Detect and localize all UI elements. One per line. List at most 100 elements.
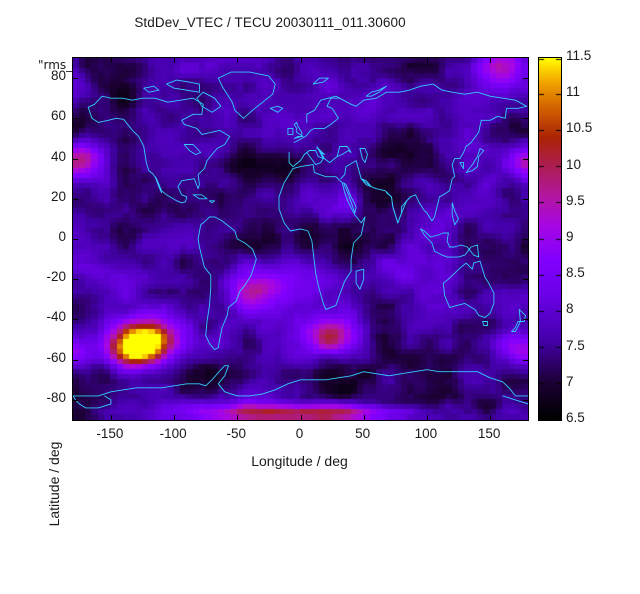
vtec-heatmap-canvas	[73, 58, 528, 420]
y-tickmark	[523, 279, 528, 280]
coastline-path	[293, 83, 528, 143]
y-tickmark	[73, 360, 78, 361]
x-tickmark	[174, 415, 175, 420]
coastline-path	[312, 77, 329, 85]
x-tickmark	[174, 58, 175, 63]
y-tick-40: 40	[50, 148, 66, 164]
x-tickmark	[237, 58, 238, 63]
x-tickmark	[490, 415, 491, 420]
coastline-path	[73, 365, 528, 397]
colorbar-tick-labels: 11.5 11 10.5 10 9.5 9 8.5 8 7.5 7 6.5	[566, 0, 636, 480]
coastline-path	[359, 148, 368, 164]
coastline-path	[482, 321, 489, 326]
colorbar-tick-7p5: 7.5	[566, 337, 585, 353]
coastline-path	[196, 91, 222, 113]
coastline-path	[166, 79, 200, 93]
coastline-path	[209, 200, 216, 204]
y-tick-20: 20	[50, 188, 66, 204]
colorbar-tick-8p5: 8.5	[566, 265, 585, 281]
coastline-path	[502, 395, 528, 405]
y-tickmark	[73, 118, 78, 119]
coastline-path	[306, 146, 324, 166]
y-tickmark	[73, 279, 78, 280]
figure-root: StdDev_VTEC / TECU 20030111_011.30600 80…	[2, 0, 636, 527]
y-tickmark	[523, 78, 528, 79]
coastline-path	[278, 164, 366, 310]
x-tickmark	[111, 415, 112, 420]
y-tick-80: 80	[50, 68, 66, 84]
x-tick-neg100: -100	[159, 426, 187, 441]
x-tickmark	[301, 415, 302, 420]
x-tickmark	[490, 58, 491, 63]
x-tickmark	[427, 58, 428, 63]
y-tickmark	[523, 319, 528, 320]
coastline-path	[459, 162, 464, 170]
x-tickmark	[364, 58, 365, 63]
colorbar-tick-9p5: 9.5	[566, 192, 585, 208]
coastline-path	[269, 105, 284, 113]
coastline-path	[343, 182, 357, 214]
x-tick-50: 50	[355, 426, 371, 441]
colorbar-gradient	[539, 58, 561, 420]
coastline-overlay	[73, 71, 528, 409]
y-tickmark	[523, 400, 528, 401]
y-tickmark	[523, 199, 528, 200]
y-axis-title-wrap: Latitude / deg	[26, 238, 62, 527]
colorbar-tick-6p5: 6.5	[566, 410, 585, 425]
colorbar-tick-8: 8	[566, 301, 574, 317]
y-tickmark	[73, 78, 78, 79]
x-tick-100: 100	[414, 426, 438, 441]
coastline-path	[73, 395, 112, 409]
coastline-path	[336, 146, 352, 157]
coastline-path	[360, 178, 372, 188]
y-tickmark	[523, 118, 528, 119]
coastline-path	[451, 202, 459, 226]
y-tickmark	[523, 360, 528, 361]
x-axis-title: Longitude / deg	[251, 453, 348, 469]
y-tickmark	[73, 159, 78, 160]
colorbar-tick-10: 10	[566, 156, 582, 172]
stray-annotation-label: "rms_	[38, 58, 73, 72]
coastline-path	[154, 176, 162, 194]
coastline-path	[442, 260, 495, 318]
coastline-path	[365, 85, 387, 97]
x-tick-0: 0	[295, 426, 304, 441]
coastline-path	[87, 95, 231, 204]
x-tick-150: 150	[477, 426, 501, 441]
x-tickmark	[427, 415, 428, 420]
x-tickmark	[237, 415, 238, 420]
x-tick-neg150: -150	[96, 426, 124, 441]
y-axis-title: Latitude / deg	[46, 441, 62, 527]
coastline-path	[340, 105, 528, 224]
y-tick-neg40: -40	[46, 309, 66, 325]
coastline-path	[420, 228, 480, 258]
colorbar-tick-7: 7	[566, 373, 574, 389]
map-plot-area	[72, 57, 529, 421]
coastline-path	[385, 192, 411, 224]
colorbar-tick-11: 11	[566, 84, 581, 100]
coastline-path	[287, 127, 294, 135]
coastline-path	[143, 85, 160, 93]
coastline-path	[465, 148, 485, 174]
x-tickmark	[301, 58, 302, 63]
y-tickmark	[73, 400, 78, 401]
coastline-path	[511, 308, 526, 332]
colorbar-tick-10p5: 10.5	[566, 120, 593, 136]
coastline-path	[197, 216, 257, 351]
x-tick-neg50: -50	[226, 426, 247, 441]
y-tick-neg20: -20	[46, 269, 66, 285]
x-tickmark	[364, 415, 365, 420]
y-tickmark	[523, 159, 528, 160]
y-tick-0: 0	[58, 229, 66, 244]
colorbar-tick-11p5: 11.5	[566, 48, 592, 63]
y-tick-60: 60	[50, 108, 66, 124]
figure-title: StdDev_VTEC / TECU 20030111_011.30600	[134, 15, 406, 30]
coastline-path	[355, 268, 365, 290]
colorbar	[538, 57, 562, 421]
y-tick-neg80: -80	[46, 389, 66, 405]
coastline-path	[293, 121, 304, 139]
y-tick-labels: 80 60 40 20 0 -20 -40 -60 -80	[2, 0, 66, 480]
y-tickmark	[523, 239, 528, 240]
colorbar-tick-9: 9	[566, 229, 574, 244]
y-tickmark	[73, 239, 78, 240]
